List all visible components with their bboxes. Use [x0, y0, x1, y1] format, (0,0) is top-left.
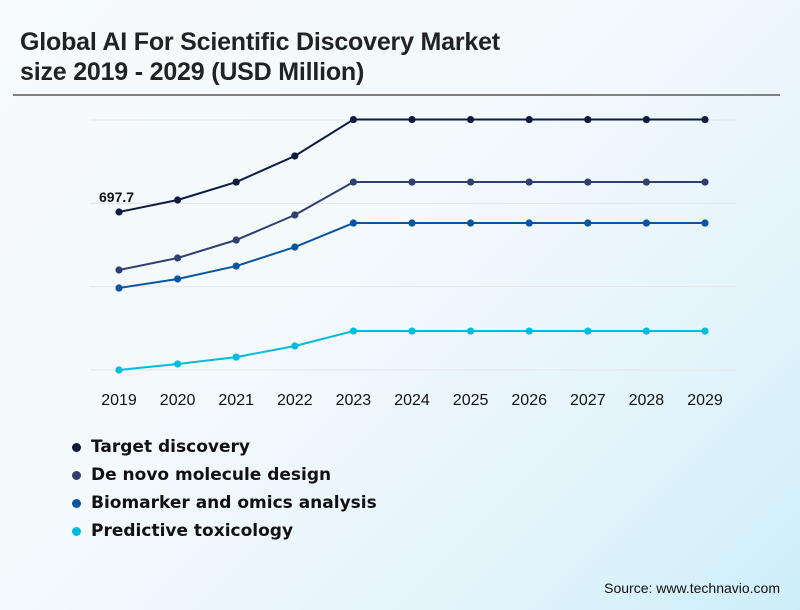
- legend-marker-icon: [72, 442, 81, 452]
- data-point: [408, 115, 416, 124]
- legend-marker-icon: [72, 526, 81, 536]
- data-point: [174, 275, 182, 283]
- legend-label: Biomarker and omics analysis: [91, 493, 377, 513]
- line-chart: 697.7 2019 2020 2021 2022 2023 2024 2025 2026 20…: [90, 115, 736, 409]
- data-label: 697.7: [99, 189, 134, 205]
- data-point: [467, 219, 475, 227]
- x-tick-label: 2024: [394, 392, 430, 409]
- data-point: [642, 178, 651, 186]
- x-tick-label: 2021: [218, 392, 254, 409]
- data-point: [642, 219, 651, 227]
- data-point: [232, 178, 240, 186]
- data-point: [349, 115, 357, 124]
- chart-title-line-2: size 2019 - 2029 (USD Million): [20, 58, 365, 86]
- data-point: [525, 219, 533, 227]
- data-point: [115, 366, 123, 374]
- legend: Target discovery De novo molecule design B…: [72, 433, 377, 545]
- data-point: [584, 178, 592, 186]
- legend-item: Predictive toxicology: [72, 517, 377, 545]
- legend-label: Predictive toxicology: [91, 521, 294, 541]
- legend-marker-icon: [72, 470, 81, 480]
- data-point: [525, 327, 533, 335]
- data-point: [701, 115, 709, 124]
- data-point: [701, 178, 709, 186]
- data-point: [408, 219, 416, 227]
- series-line: [118, 222, 705, 290]
- data-point: [584, 115, 592, 124]
- x-axis-ticks: 2019 2020 2021 2022 2023 2024 2025 2026 2027 2028…: [101, 392, 723, 409]
- data-point: [115, 284, 123, 292]
- x-tick-label: 2019: [101, 392, 137, 409]
- data-point: [174, 196, 182, 204]
- data-point: [701, 219, 709, 227]
- data-point: [349, 219, 357, 227]
- data-point: [525, 115, 533, 124]
- series-points: [115, 115, 709, 374]
- legend-marker-icon: [72, 498, 81, 508]
- data-point: [232, 262, 240, 270]
- data-point: [408, 327, 416, 335]
- data-point: [174, 254, 182, 262]
- x-tick-label: 2025: [453, 392, 489, 409]
- data-point: [525, 178, 533, 186]
- series-line: [118, 330, 705, 371]
- data-point: [642, 115, 651, 124]
- legend-label: De novo molecule design: [91, 465, 332, 485]
- title-divider: [13, 94, 780, 96]
- data-point: [642, 327, 651, 335]
- legend-label: Target discovery: [91, 437, 250, 457]
- legend-item: Biomarker and omics analysis: [72, 489, 377, 517]
- x-tick-label: 2023: [336, 392, 372, 409]
- chart-title: Global AI For Scientific Discovery Marke…: [20, 27, 760, 87]
- data-point: [291, 243, 299, 251]
- data-point: [115, 266, 123, 274]
- series-line: [118, 118, 705, 213]
- data-labels: 697.7: [99, 189, 134, 205]
- data-point: [349, 327, 357, 335]
- data-point: [584, 327, 592, 335]
- data-point: [232, 236, 240, 244]
- x-tick-label: 2029: [687, 392, 723, 409]
- data-point: [584, 219, 592, 227]
- data-point: [291, 152, 299, 160]
- x-tick-label: 2027: [570, 392, 606, 409]
- x-tick-label: 2020: [160, 392, 196, 409]
- data-point: [467, 178, 475, 186]
- x-tick-label: 2022: [277, 392, 313, 409]
- data-point: [291, 211, 299, 219]
- data-point: [467, 115, 475, 124]
- chart-title-line-1: Global AI For Scientific Discovery Marke…: [20, 28, 500, 56]
- data-point: [232, 353, 240, 361]
- source-credit: Source: www.technavio.com: [604, 580, 780, 596]
- x-tick-label: 2028: [629, 392, 665, 409]
- data-point: [174, 360, 182, 368]
- data-point: [349, 178, 357, 186]
- data-point: [408, 178, 416, 186]
- x-tick-label: 2026: [511, 392, 547, 409]
- data-point: [467, 327, 475, 335]
- data-point: [115, 208, 123, 216]
- legend-item: Target discovery: [72, 433, 377, 461]
- legend-item: De novo molecule design: [72, 461, 377, 489]
- data-point: [291, 342, 299, 350]
- data-point: [701, 327, 709, 335]
